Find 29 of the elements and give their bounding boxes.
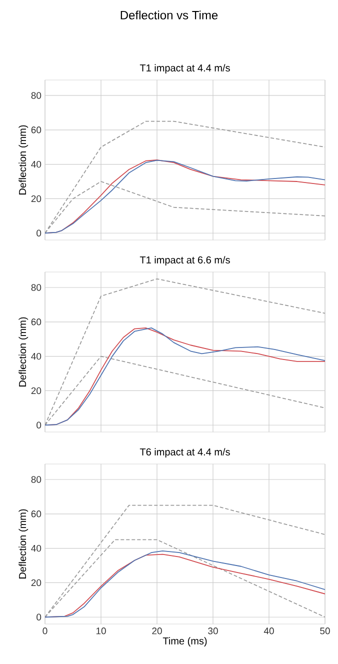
chart-title: Deflection vs Time (120, 10, 218, 20)
y-tick-label: 0 (36, 230, 42, 236)
chart-subtitle: T1 impact at 6.6 m/s (140, 256, 230, 266)
x-tick-label: 0 (42, 628, 48, 634)
y-tick-label: 20 (31, 387, 42, 394)
y-tick-label: 80 (31, 92, 42, 99)
y-tick-label: 80 (31, 476, 42, 483)
y-tick-label: 40 (31, 160, 42, 168)
y-tick-label: 80 (31, 284, 42, 291)
y-tick-label: 20 (31, 195, 42, 202)
y-tick-label: 0 (36, 422, 42, 428)
y-tick-label: 40 (31, 352, 42, 360)
x-tick-label: 30 (208, 628, 218, 634)
y-tick-label: 0 (36, 614, 42, 620)
y-tick-label: 60 (31, 510, 42, 518)
y-axis-title: Deflection (mm) (18, 317, 28, 386)
chart-subtitle: T1 impact at 4.4 m/s (140, 64, 230, 74)
y-axis-title: Deflection (mm) (18, 509, 28, 578)
y-tick-label: 20 (31, 579, 42, 586)
y-axis-title: Deflection (mm) (18, 125, 28, 194)
y-tick-label: 40 (31, 544, 42, 552)
x-tick-label: 50 (320, 628, 330, 634)
y-tick-label: 60 (31, 318, 42, 326)
x-tick-label: 40 (264, 628, 274, 634)
x-tick-label: 20 (152, 628, 162, 634)
y-tick-label: 60 (31, 126, 42, 134)
x-tick-label: 10 (96, 628, 106, 634)
chart-subtitle: T6 impact at 4.4 m/s (140, 448, 230, 458)
x-axis-title: Time (ms) (162, 637, 207, 646)
